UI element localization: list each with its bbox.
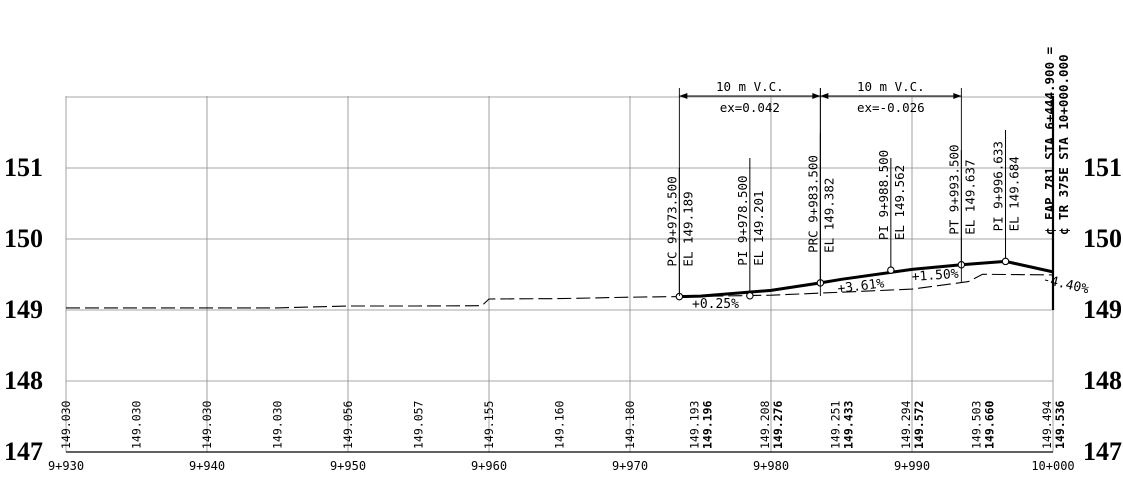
existing-elevation-label: 149.030 — [271, 400, 285, 449]
profile-point-marker — [746, 291, 754, 300]
proposed-elevation-label: 149.536 — [1053, 400, 1067, 449]
station-label: 9+980 — [753, 459, 789, 473]
profile-point-station-label: PC 9+973.500 — [664, 176, 679, 266]
proposed-elevation-label: 149.660 — [983, 400, 997, 449]
vertical-curve-ex-label: ex=-0.026 — [857, 100, 925, 115]
existing-elevation-label: 149.056 — [341, 400, 355, 449]
grid — [65, 96, 1054, 452]
grade-label: +1.50% — [911, 267, 959, 285]
station-label: 9+930 — [48, 459, 84, 473]
station-label: 9+960 — [471, 459, 507, 473]
grade-label: -4.40% — [1041, 272, 1090, 297]
station-label: 9+970 — [612, 459, 648, 473]
grade-label: +3.61% — [837, 276, 886, 297]
vertical-curve-length-label: 10 m V.C. — [716, 79, 784, 94]
profile-point-elevation-label: EL 149.189 — [680, 191, 695, 266]
existing-elevation-label: 149.160 — [553, 400, 567, 449]
elevation-label-left: 149 — [4, 295, 43, 324]
centerline-label-fap: ¢ FAP 781 STA 6+444.900 = — [1042, 47, 1057, 235]
profile-annotations: PC 9+973.500 EL 149.189 PI 9+978.500 EL 149… — [664, 130, 1090, 312]
proposed-elevation-label: 149.572 — [912, 401, 926, 449]
proposed-elevation-label: 149.276 — [771, 400, 785, 449]
centerline-label-tr: ¢ TR 375E STA 10+000.000 — [1056, 54, 1071, 235]
existing-elevation-label: 149.030 — [200, 400, 214, 449]
elevation-label-right: 147 — [1083, 437, 1122, 466]
elevation-label-right: 151 — [1083, 153, 1122, 182]
vertical-curve-labels: 10 m V.C. ex=0.042 10 m V.C. ex=-0.026 — [678, 79, 962, 296]
vertical-curve-length-label: 10 m V.C. — [857, 79, 925, 94]
profile-point-elevation-label: EL 149.562 — [892, 165, 907, 240]
elevation-label-right: 148 — [1083, 366, 1122, 395]
existing-elevation-label: 149.503 — [970, 400, 984, 449]
existing-elevation-label: 149.294 — [899, 400, 913, 449]
profile-point-station-label: PRC 9+983.500 — [805, 155, 820, 253]
proposed-elevation-label: 149.196 — [701, 400, 715, 449]
proposed-elevation-label: 149.433 — [842, 400, 856, 449]
elevation-label-right: 150 — [1083, 224, 1122, 253]
station-label: 10+000 — [1031, 459, 1074, 473]
profile-point-station-label: PI 9+988.500 — [876, 150, 891, 240]
profile-point-elevation-label: EL 149.382 — [821, 178, 836, 253]
centerline-labels: ¢ FAP 781 STA 6+444.900 = ¢ TR 375E STA 1… — [1042, 47, 1071, 235]
elevation-label-left: 148 — [4, 366, 43, 395]
station-axis: 9+930 9+940 9+950 9+960 9+970 9+980 9+990 10+00… — [48, 459, 1075, 473]
elevation-label-right: 149 — [1083, 295, 1122, 324]
grade-elevation-row: 149.030 149.030 149.030 149.030 149.056 149.0… — [59, 400, 1067, 449]
profile-point-elevation-label: EL 149.201 — [751, 190, 766, 265]
profile-point-elevation-label: EL 149.637 — [962, 160, 977, 235]
elevation-label-left: 151 — [4, 153, 43, 182]
existing-ground-line — [66, 273, 1054, 309]
existing-elevation-label: 149.494 — [1040, 400, 1054, 449]
profile-point-station-label: PT 9+993.500 — [946, 144, 961, 234]
frame — [66, 96, 1055, 453]
elevation-label-left: 147 — [4, 437, 43, 466]
profile-point-elevation-label: EL 149.684 — [1007, 156, 1022, 231]
profile-point-marker — [887, 266, 895, 274]
vertical-curve-ex-label: ex=0.042 — [720, 100, 780, 115]
proposed-profile-line — [679, 259, 1054, 299]
station-label: 9+950 — [330, 459, 366, 473]
elevation-label-left: 150 — [4, 224, 43, 253]
existing-elevation-label: 149.180 — [623, 400, 637, 449]
profile-point-station-label: PI 9+978.500 — [735, 175, 750, 265]
grade-label: +0.25% — [692, 297, 739, 312]
profile-point-marker — [1001, 257, 1010, 266]
existing-elevation-label: 149.030 — [59, 400, 73, 449]
existing-elevation-label: 149.251 — [829, 400, 843, 449]
existing-elevation-label: 149.208 — [758, 400, 772, 449]
elevation-axis: 151 151 150 150 149 149 148 148 147 147 — [4, 153, 1122, 466]
existing-elevation-label: 149.030 — [130, 400, 144, 449]
existing-elevation-label: 149.057 — [412, 400, 426, 449]
existing-elevation-label: 149.155 — [482, 401, 496, 449]
existing-ground — [66, 273, 1054, 309]
existing-elevation-label: 149.193 — [688, 400, 702, 449]
proposed-profile — [679, 259, 1054, 299]
station-label: 9+940 — [189, 459, 225, 473]
profile-point-station-label: PI 9+996.633 — [991, 141, 1006, 231]
station-label: 9+990 — [894, 459, 930, 473]
